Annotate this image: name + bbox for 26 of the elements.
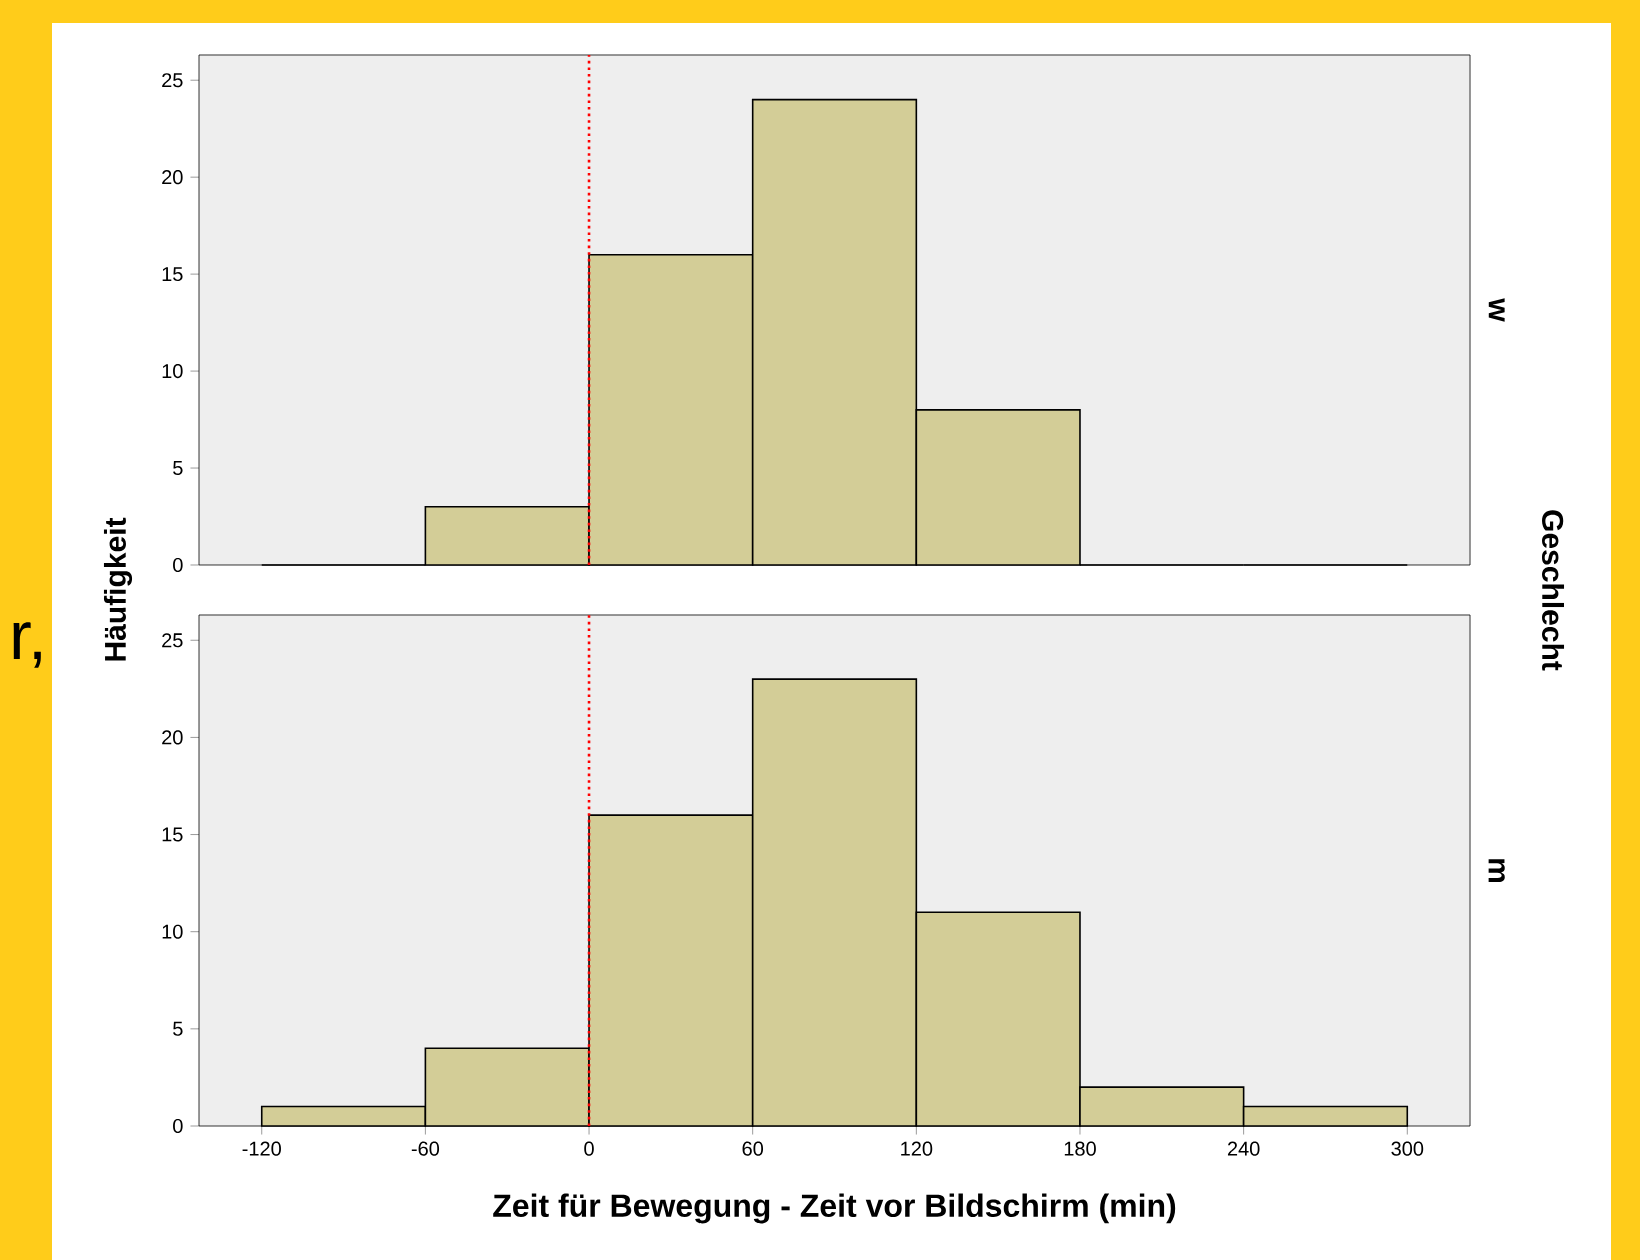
text: Geschlecht — [1542, 510, 1565, 671]
y-tick-label: 25 — [162, 73, 183, 88]
y-tick-label: 20 — [162, 730, 183, 745]
y-tick-label: 0 — [173, 1118, 183, 1134]
y-tick-label: 15 — [162, 267, 183, 282]
x-tick-label: 240 — [1227, 1141, 1260, 1156]
x-tick-label: 60 — [742, 1141, 764, 1156]
y-axis-title: Häufigkeit — [103, 517, 133, 661]
x-axis-title: Zeit für Bewegung - Zeit vor Bildschirm (min) — [493, 1193, 1176, 1224]
y2-axis-title: w — [1488, 298, 1505, 322]
x-tick-label: 0 — [584, 1141, 594, 1156]
y-tick-label: 10 — [162, 364, 183, 379]
y-tick-label: 20 — [162, 170, 183, 185]
x-tick-label: 120 — [901, 1141, 933, 1156]
x-tick-label: -120 — [242, 1141, 281, 1156]
y-tick-label: 5 — [173, 461, 183, 476]
x-tick-label: 300 — [1391, 1141, 1424, 1156]
y-tick-label: 5 — [173, 1021, 183, 1036]
y-tick-label: 0 — [173, 557, 183, 573]
y-tick-label: 15 — [162, 827, 183, 842]
x-tick-label: -60 — [411, 1141, 440, 1156]
y-tick-label: 25 — [162, 633, 183, 648]
y2-axis-title: m — [1488, 859, 1505, 882]
x-tick-label: 180 — [1064, 1141, 1096, 1156]
y-tick-label: 10 — [162, 924, 183, 939]
text: r, — [13, 622, 41, 668]
